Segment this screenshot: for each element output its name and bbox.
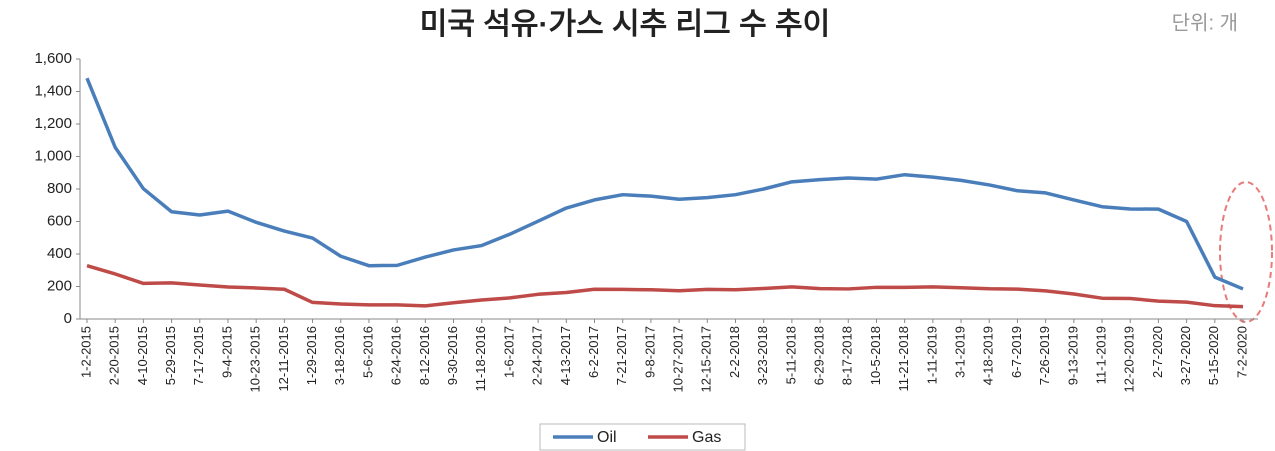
x-tick-label: 9-30-2016 (445, 326, 460, 385)
y-tick-label: 1,200 (34, 115, 72, 132)
x-tick-label: 5-15-2020 (1206, 326, 1221, 385)
x-tick-label: 4-13-2017 (558, 326, 573, 385)
x-tick-label: 6-29-2018 (812, 326, 827, 385)
x-tick-label: 1-6-2017 (501, 326, 516, 378)
x-tick-label: 3-27-2020 (1178, 326, 1193, 385)
x-tick-label: 3-23-2018 (755, 326, 770, 385)
y-tick-label: 800 (47, 180, 72, 197)
x-tick-label: 3-1-2019 (952, 326, 967, 378)
x-tick-label: 7-26-2019 (1037, 326, 1052, 385)
x-tick-label: 11-21-2018 (896, 326, 911, 392)
series-line (86, 264, 1244, 309)
x-tick-label: 1-11-2019 (924, 326, 939, 384)
x-tick-label: 6-2-2017 (586, 326, 601, 378)
legend-label: Oil (597, 429, 617, 446)
unit-note: 단위: 개 (1172, 11, 1238, 34)
x-tick-label: 1-29-2016 (304, 326, 319, 385)
x-tick-label: 3-18-2016 (332, 326, 347, 385)
x-tick-label: 8-12-2016 (417, 326, 432, 385)
x-tick-label: 11-18-2016 (473, 326, 488, 392)
x-tick-label: 9-13-2019 (1065, 326, 1080, 385)
x-tick-label: 7-17-2015 (191, 326, 206, 385)
x-tick-label: 5-11-2018 (783, 326, 798, 384)
y-tick-label: 600 (47, 212, 72, 229)
x-tick-label: 11-1-2019 (1093, 326, 1108, 384)
x-tick-label: 10-23-2015 (248, 326, 263, 393)
y-tick-label: 1,000 (34, 147, 72, 164)
x-tick-label: 6-24-2016 (389, 326, 404, 385)
x-tick-label: 10-27-2017 (671, 326, 686, 393)
highlight-ellipse (1219, 181, 1273, 323)
x-tick-label: 8-17-2018 (840, 326, 855, 385)
chart-title: 미국 석유·가스 시추 리그 수 추이 (420, 8, 830, 41)
x-tick-label: 7-2-2020 (1234, 326, 1249, 378)
x-tick-label: 9-4-2015 (219, 326, 234, 378)
y-tick-label: 0 (64, 310, 72, 327)
x-tick-label: 1-2-2015 (78, 326, 93, 378)
series-line (85, 77, 1244, 291)
x-tick-label: 2-2-2018 (727, 326, 742, 378)
x-tick-label: 5-29-2015 (163, 326, 178, 385)
y-tick-label: 400 (47, 245, 72, 262)
x-tick-label: 12-15-2017 (699, 326, 714, 393)
x-tick-label: 2-20-2015 (107, 326, 122, 385)
x-tick-label: 9-8-2017 (642, 326, 657, 378)
x-tick-label: 6-7-2019 (1009, 326, 1024, 378)
x-tick-label: 5-6-2016 (360, 326, 375, 378)
legend-label: Gas (692, 429, 721, 446)
x-tick-label: 4-18-2019 (981, 326, 996, 385)
y-tick-label: 200 (47, 277, 72, 294)
y-tick-label: 1,400 (34, 82, 72, 99)
x-tick-label: 12-20-2019 (1122, 326, 1137, 393)
x-tick-label: 12-11-2015 (276, 326, 291, 392)
x-tick-label: 7-21-2017 (614, 326, 629, 385)
x-tick-label: 2-7-2020 (1150, 326, 1165, 378)
y-tick-label: 1,600 (34, 50, 72, 67)
x-tick-label: 2-24-2017 (530, 326, 545, 385)
x-tick-label: 10-5-2018 (868, 326, 883, 385)
x-tick-label: 4-10-2015 (135, 326, 150, 385)
